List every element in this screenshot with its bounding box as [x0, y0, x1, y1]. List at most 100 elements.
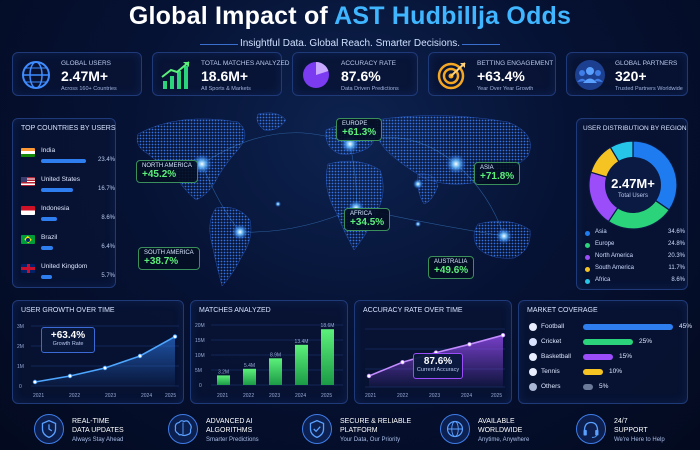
brazil-flag-icon — [21, 235, 35, 244]
x-tick: 2025 — [321, 393, 332, 399]
market-pct: 25% — [639, 338, 653, 345]
legend-name: Africa — [595, 277, 611, 283]
x-tick-labels: 2021 2022 2023 2024 2025 — [33, 393, 176, 399]
region-name: AUSTRALIA — [434, 259, 468, 265]
feature-title-line2: DATA UPDATES — [72, 427, 124, 434]
country-name: Indonesia — [41, 205, 70, 212]
market-bar — [583, 324, 673, 330]
india-flag-icon — [21, 148, 35, 157]
panel-title: TOP COUNTRIES BY USERS — [21, 125, 116, 132]
bar-2023 — [269, 358, 282, 385]
growth-area — [35, 336, 175, 386]
x-tick: 2024 — [141, 393, 152, 399]
country-bar — [41, 188, 73, 192]
distribution-donut — [588, 140, 678, 230]
region-growth: +61.3% — [342, 127, 377, 138]
feature-title: AVAILABLE — [478, 418, 515, 425]
indonesia-flag-icon — [21, 206, 35, 215]
legend-dot — [585, 279, 590, 284]
growth-point-2024 — [137, 353, 143, 359]
map-tag-europe: EUROPE +61.3% — [336, 118, 383, 141]
kpi-caption: Across 160+ Countries — [61, 86, 117, 92]
market-name: Football — [541, 323, 565, 330]
kpi-value: +63.4% — [477, 68, 525, 84]
country-row-united-kingdom: United Kingdom 5.7% — [21, 263, 115, 285]
market-bar — [583, 384, 593, 390]
x-tick: 2021 — [365, 393, 376, 399]
matches-analyzed-panel: MATCHES ANALYZED 20M 15M 10M 5M 0 3.2M 5.… — [190, 300, 348, 404]
accuracy-rate-panel: ACCURACY RATE OVER TIME 2021 2022 2023 2… — [354, 300, 512, 404]
kpi-caption: All Sports & Markets — [201, 86, 251, 92]
market-bar — [583, 354, 613, 360]
globe-icon — [440, 414, 470, 444]
page-title: Global Impact of AST Hudbillja Odds — [0, 2, 700, 31]
north-america-shape — [136, 118, 246, 201]
x-tick: 2025 — [491, 393, 502, 399]
user-growth-chart: 3M 2M 1M 0 2021 2022 2023 2024 2025 — [17, 324, 179, 399]
x-tick: 2024 — [295, 393, 306, 399]
map-tag-africa: AFRICA +34.5% — [344, 208, 391, 231]
kpi-value: 2.47M+ — [61, 68, 109, 84]
country-row-brazil: Brazil 6.4% — [21, 234, 115, 256]
uk-flag-icon — [21, 264, 35, 273]
growth-point-2021 — [32, 379, 38, 385]
bar-2021 — [217, 375, 230, 385]
pie-chart-icon — [303, 61, 329, 88]
bars — [217, 329, 334, 385]
market-row-cricket: Cricket 25% — [529, 338, 693, 350]
subtitle-line-right — [462, 44, 500, 45]
market-row-basketball: Basketball 15% — [529, 353, 693, 365]
bar-2024 — [295, 344, 308, 385]
feature-subtitle: Always Stay Ahead — [72, 437, 124, 443]
legend-value: 24.8% — [667, 241, 685, 247]
kpi-card-users: GLOBAL USERS 2.47M+ Across 160+ Countrie… — [12, 52, 142, 96]
legend-value: 20.3% — [667, 253, 685, 259]
legend-name: North America — [595, 253, 634, 259]
country-bar — [41, 246, 53, 250]
donut-hole — [605, 157, 661, 213]
feature-ai: ADVANCED AI ALGORITHMS Smarter Predictio… — [168, 412, 288, 448]
region-name: NORTH AMERICA — [142, 163, 192, 169]
accuracy-point-2021 — [366, 373, 372, 379]
map-tag-australia: AUSTRALIA +49.6% — [428, 256, 475, 279]
feature-title: REAL-TIME — [72, 418, 110, 425]
legend-dot — [585, 267, 590, 272]
market-pct: 15% — [619, 353, 633, 360]
x-tick: 2022 — [397, 393, 408, 399]
growth-points — [32, 334, 178, 385]
x-tick: 2021 — [217, 393, 228, 399]
legend-name: Europe — [595, 241, 615, 247]
growth-chart-icon — [161, 61, 190, 89]
kpi-card-partners: GLOBAL PARTNERS 320+ Trusted Partners Wo… — [566, 52, 688, 96]
feature-title: SECURE & RELIABLE — [340, 418, 412, 425]
feature-realtime: REAL-TIME DATA UPDATES Always Stay Ahead — [34, 412, 154, 448]
x-tick: 2023 — [105, 393, 116, 399]
legend-dot — [585, 255, 590, 260]
y-tick: 2M — [17, 344, 24, 350]
feature-title-line2: SUPPORT — [614, 427, 648, 434]
country-pct: 16.7% — [97, 186, 115, 192]
legend-value: 11.7% — [668, 265, 685, 271]
panel-title: MARKET COVERAGE — [527, 307, 598, 314]
legend-item-africa: Africa 8.6% — [585, 277, 685, 287]
matches-bar-chart: 20M 15M 10M 5M 0 3.2M5.4M8.9M13.4M18.6M … — [195, 323, 343, 399]
x-tick-labels: 2021 2022 2023 2024 2025 — [365, 393, 502, 399]
headset-icon — [576, 414, 606, 444]
legend-item-europe: Europe 24.8% — [585, 241, 685, 251]
feature-subtitle: We're Here to Help — [614, 437, 665, 443]
user-growth-panel: USER GROWTH OVER TIME 3M 2M 1M 0 2021 20… — [12, 300, 184, 404]
region-growth: +34.5% — [350, 217, 385, 228]
bar-value-labels: 3.2M 5.4M 8.9M 13.4M 18.6M — [218, 323, 335, 375]
page-subtitle: Insightful Data. Global Reach. Smarter D… — [239, 38, 461, 49]
country-row-india: India 23.4% — [21, 147, 115, 169]
bar-value-label: 8.9M — [270, 352, 281, 358]
tennis-icon — [529, 368, 537, 376]
region-growth: +45.2% — [142, 169, 177, 180]
panel-title: USER DISTRIBUTION BY REGION — [583, 125, 687, 132]
x-tick-labels: 2021 2022 2023 2024 2025 — [217, 393, 332, 399]
football-icon — [529, 323, 537, 331]
region-growth: +49.6% — [434, 265, 469, 276]
legend-value: 8.6% — [671, 277, 685, 283]
title-main: Global Impact of — [128, 2, 335, 30]
y-tick: 3M — [17, 324, 24, 330]
